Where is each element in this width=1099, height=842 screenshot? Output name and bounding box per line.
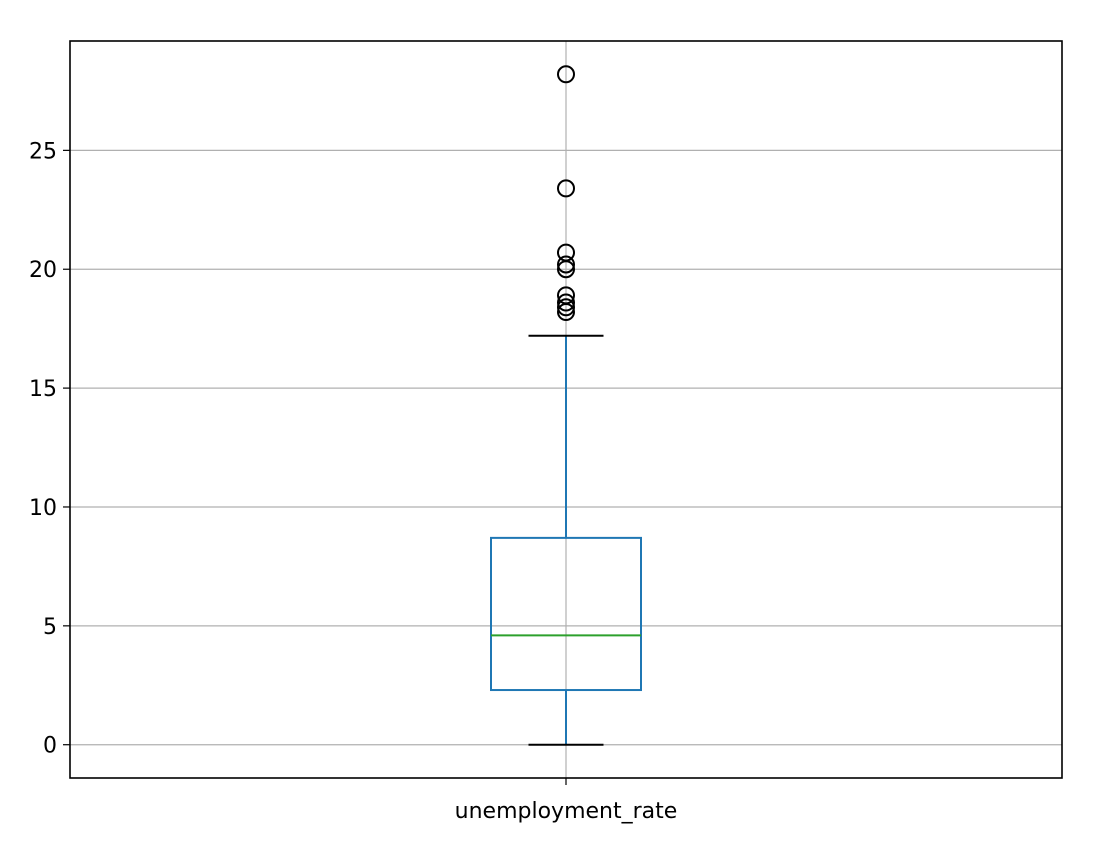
y-tick-label: 0 (43, 734, 57, 759)
y-tick-label: 20 (29, 258, 57, 283)
outlier-point (557, 298, 575, 317)
outlier-point (557, 293, 575, 312)
y-tick-label: 15 (29, 377, 57, 402)
x-tick-label: unemployment_rate (455, 799, 678, 824)
outlier-point (557, 243, 575, 262)
y-tick-label: 5 (43, 615, 57, 640)
y-tick-label: 25 (29, 139, 57, 164)
outlier-point (557, 65, 575, 84)
iqr-box (490, 536, 642, 692)
y-tick-label: 10 (29, 496, 57, 521)
axis-layer: 0 5 10 15 20 25 unemployment_rate (29, 139, 677, 824)
outlier-point (557, 179, 575, 198)
box-layer (490, 65, 642, 746)
outlier-point (557, 255, 575, 274)
outlier-point (557, 286, 575, 305)
plot-frame (69, 40, 1063, 779)
